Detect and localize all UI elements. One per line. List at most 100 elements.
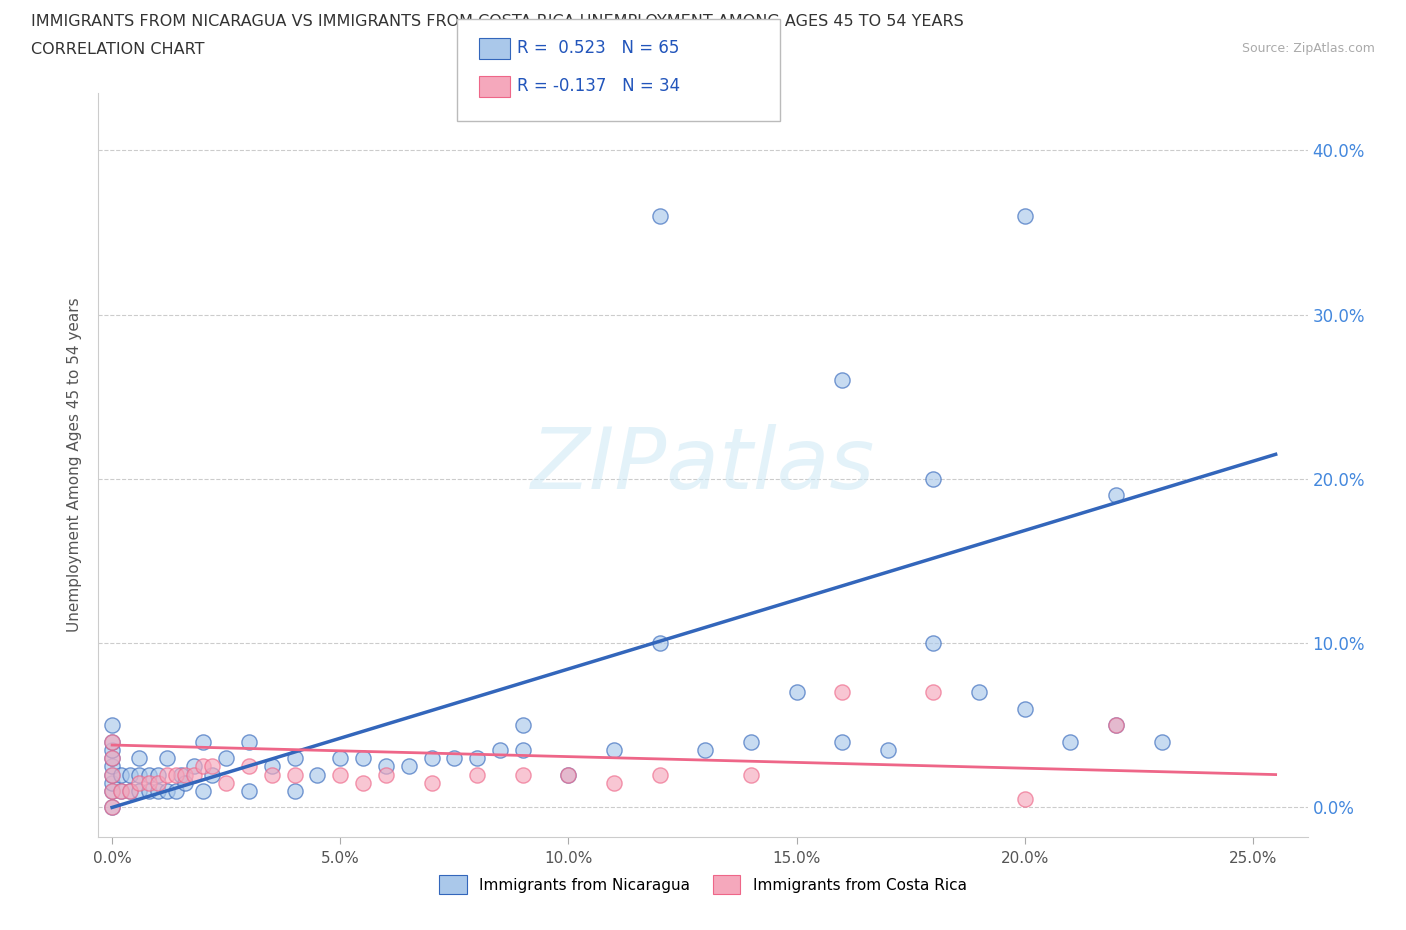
Legend: Immigrants from Nicaragua, Immigrants from Costa Rica: Immigrants from Nicaragua, Immigrants fr… <box>433 870 973 900</box>
Point <box>307 767 329 782</box>
Point <box>193 759 215 774</box>
Point <box>465 751 488 765</box>
Point <box>101 784 124 799</box>
Point <box>146 767 169 782</box>
Point <box>922 636 945 651</box>
Point <box>238 759 260 774</box>
Point <box>101 718 124 733</box>
Point <box>352 776 374 790</box>
Point <box>557 767 579 782</box>
Point <box>128 767 150 782</box>
Point <box>512 718 534 733</box>
Point <box>740 735 762 750</box>
Point <box>1105 718 1128 733</box>
Point <box>138 767 160 782</box>
Point <box>156 767 179 782</box>
Point <box>101 751 124 765</box>
Point <box>352 751 374 765</box>
Point <box>201 759 224 774</box>
Point <box>374 759 396 774</box>
Point <box>284 767 307 782</box>
Point <box>110 784 132 799</box>
Point <box>101 751 124 765</box>
Point <box>215 751 238 765</box>
Point <box>101 735 124 750</box>
Point <box>603 776 626 790</box>
Point <box>138 784 160 799</box>
Point <box>465 767 488 782</box>
Point <box>138 776 160 790</box>
Point <box>183 767 205 782</box>
Point <box>193 784 215 799</box>
Point <box>329 767 352 782</box>
Point <box>101 767 124 782</box>
Point <box>174 776 197 790</box>
Point <box>193 735 215 750</box>
Point <box>443 751 465 765</box>
Point <box>201 767 224 782</box>
Point <box>876 742 898 757</box>
Point <box>284 784 307 799</box>
Point <box>1014 208 1036 223</box>
Y-axis label: Unemployment Among Ages 45 to 54 years: Unemployment Among Ages 45 to 54 years <box>67 298 83 632</box>
Point <box>165 767 187 782</box>
Point <box>146 776 169 790</box>
Point <box>557 767 579 782</box>
Point <box>101 742 124 757</box>
Point <box>1014 701 1036 716</box>
Point <box>695 742 717 757</box>
Point <box>329 751 352 765</box>
Point <box>101 784 124 799</box>
Point <box>101 800 124 815</box>
Text: CORRELATION CHART: CORRELATION CHART <box>31 42 204 57</box>
Point <box>146 784 169 799</box>
Point <box>174 767 197 782</box>
Point <box>156 784 179 799</box>
Point <box>101 776 124 790</box>
Point <box>156 751 179 765</box>
Point <box>110 784 132 799</box>
Point <box>420 776 443 790</box>
Point <box>1014 791 1036 806</box>
Point <box>120 784 142 799</box>
Text: R =  0.523   N = 65: R = 0.523 N = 65 <box>517 39 679 58</box>
Point <box>101 800 124 815</box>
Point <box>740 767 762 782</box>
Point <box>489 742 512 757</box>
Point <box>398 759 420 774</box>
Point <box>1150 735 1173 750</box>
Point <box>831 685 853 700</box>
Point <box>1059 735 1081 750</box>
Text: IMMIGRANTS FROM NICARAGUA VS IMMIGRANTS FROM COSTA RICA UNEMPLOYMENT AMONG AGES : IMMIGRANTS FROM NICARAGUA VS IMMIGRANTS … <box>31 14 963 29</box>
Point <box>101 767 124 782</box>
Point <box>786 685 808 700</box>
Point <box>512 742 534 757</box>
Point <box>120 784 142 799</box>
Point <box>420 751 443 765</box>
Point <box>238 784 260 799</box>
Point <box>128 784 150 799</box>
Point <box>110 767 132 782</box>
Point <box>512 767 534 782</box>
Point <box>922 685 945 700</box>
Point <box>183 759 205 774</box>
Point <box>831 373 853 388</box>
Point <box>1105 488 1128 503</box>
Point <box>120 767 142 782</box>
Point <box>922 472 945 486</box>
Point <box>169 767 191 782</box>
Point <box>374 767 396 782</box>
Text: Source: ZipAtlas.com: Source: ZipAtlas.com <box>1241 42 1375 55</box>
Point <box>128 776 150 790</box>
Point <box>284 751 307 765</box>
Point <box>967 685 990 700</box>
Point <box>648 767 671 782</box>
Point <box>215 776 238 790</box>
Point <box>165 784 187 799</box>
Point <box>603 742 626 757</box>
Point <box>260 767 283 782</box>
Text: ZIPatlas: ZIPatlas <box>531 423 875 507</box>
Point <box>1105 718 1128 733</box>
Point <box>260 759 283 774</box>
Point <box>101 759 124 774</box>
